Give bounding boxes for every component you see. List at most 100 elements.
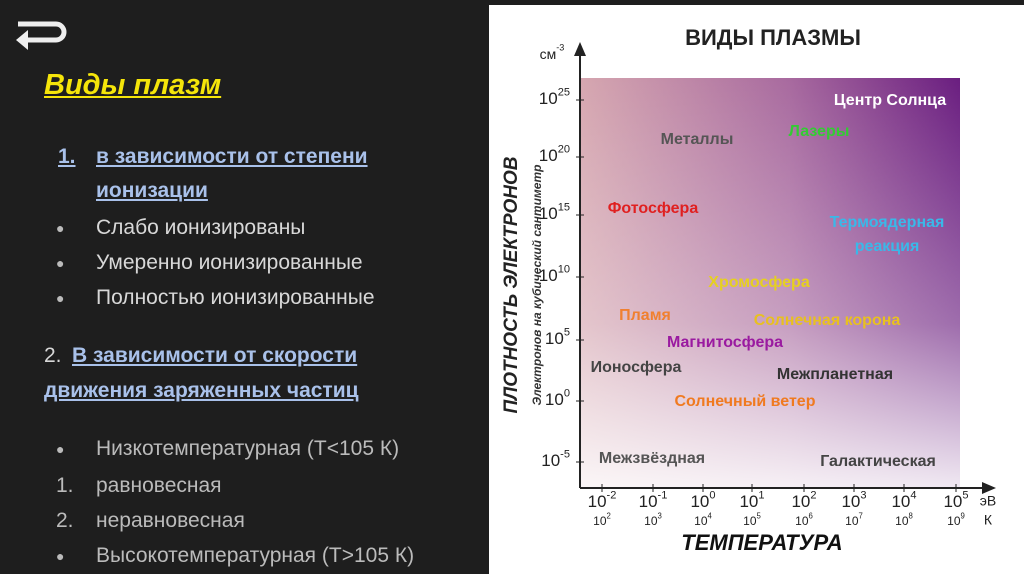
region-label: Центр Солнца (834, 92, 946, 109)
x-tick-label-k-exp: 6 (809, 512, 813, 521)
y-tick-label-exp: 15 (558, 201, 570, 213)
region-label: Межзвёздная (599, 450, 705, 467)
plasma-diagram: ВИДЫ ПЛАЗМЫ ТЕМПЕРАТУРА ПЛОТНОСТЬ ЭЛЕКТР… (489, 5, 1024, 574)
x-tick-label-k-exp: 9 (961, 512, 965, 521)
region-label: Магнитосфера (667, 334, 783, 351)
y-tick-label: 100 (545, 387, 570, 409)
x-tick-label-k-base: 10 (795, 514, 809, 528)
y-tick-label-exp: 0 (564, 387, 570, 399)
region-label: Лазеры (789, 123, 850, 140)
y-tick-label: 10-5 (541, 448, 570, 470)
x-tick-label-ev-exp: 0 (709, 489, 715, 501)
list-item: Низкотемпературная (T<105 К) (56, 436, 399, 462)
y-unit: см-3 (540, 43, 565, 62)
x-tick-label-ev-exp: 4 (910, 489, 916, 501)
x-tick-label-ev-base: 10 (791, 492, 810, 511)
arrow-shape (18, 21, 67, 43)
x-tick-label-ev: 10-1 (639, 489, 668, 511)
region-label: Хромосфера (708, 274, 810, 291)
y-unit-exp: -3 (556, 43, 564, 53)
y-label: ПЛОТНОСТЬ ЭЛЕКТРОНОВ (501, 156, 522, 413)
y-tick-label: 1010 (539, 263, 570, 285)
x-tick-label-ev-exp: 5 (962, 489, 968, 501)
x-tick-label-k-exp: 8 (909, 512, 913, 521)
x-tick-label-ev: 105 (943, 489, 968, 511)
x-tick-label-k: 103 (644, 512, 662, 529)
x-tick-label-k-base: 10 (947, 514, 961, 528)
x-tick-label-k-exp: 5 (757, 512, 762, 521)
gradient-fade (580, 78, 960, 488)
region-label: Галактическая (820, 453, 936, 470)
x-tick-label-k-base: 10 (743, 514, 757, 528)
region-label: Металлы (661, 131, 734, 148)
x-tick-label-k: 106 (795, 512, 813, 529)
region-label: Солнечная корона (754, 312, 901, 329)
y-tick-label-base: 10 (539, 204, 558, 223)
x-tick-label-k: 107 (845, 512, 863, 529)
y-tick-label-exp: 25 (558, 86, 570, 98)
x-tick-label-k-base: 10 (644, 514, 658, 528)
y-tick-label-exp: -5 (560, 448, 570, 460)
section-title: В зависимости от скорости (72, 344, 358, 367)
x-tick-label-k-exp: 7 (859, 512, 863, 521)
back-icon[interactable] (8, 4, 78, 54)
x-tick-label-ev: 103 (841, 489, 866, 511)
list-item: Умеренно ионизированные (56, 250, 363, 276)
x-tick-label-ev-base: 10 (943, 492, 962, 511)
x-tick-label-ev: 10-2 (588, 489, 617, 511)
x-tick-label-k-base: 10 (694, 514, 708, 528)
diagram-title: ВИДЫ ПЛАЗМЫ (685, 25, 861, 50)
y-tick-label-base: 10 (539, 146, 558, 165)
x-unit: эВ (980, 493, 996, 509)
x-tick-label-ev-exp: -2 (607, 489, 617, 501)
y-sublabel: Электронов на кубический сантиметр (530, 165, 544, 406)
item-number: 1. (56, 474, 74, 497)
x-tick-label-ev: 102 (791, 489, 816, 511)
x-tick-label-ev-base: 10 (639, 492, 658, 511)
list-item: неравновесная (96, 509, 245, 532)
x-label: ТЕМПЕРАТУРА (681, 530, 842, 555)
y-tick-label-exp: 20 (558, 143, 570, 155)
region-label: Пламя (619, 307, 671, 324)
slide-title: Виды плазм (44, 69, 222, 101)
list-item: Слабо ионизированы (56, 215, 305, 241)
section-number: 1. (58, 145, 76, 168)
x-tick-label-ev-exp: 1 (758, 489, 764, 501)
x-tick-label-ev: 100 (690, 489, 715, 511)
y-tick-label-exp: 5 (564, 326, 570, 338)
list-item: равновесная (96, 474, 222, 497)
x-tick-label-k-exp: 4 (708, 512, 713, 521)
x-tick-label-ev-exp: 2 (810, 489, 816, 501)
list-item: Высокотемпературная (T>105 К) (56, 543, 414, 569)
x-tick-label-k-exp: 3 (658, 512, 662, 521)
x-tick-label-k-base: 10 (895, 514, 909, 528)
y-arrow (574, 42, 586, 56)
y-tick-label-exp: 10 (558, 263, 570, 275)
x-tick-label-ev-exp: 3 (860, 489, 866, 501)
region-label: Солнечный ветер (675, 393, 816, 410)
item-number: 2. (56, 509, 74, 532)
section-title: ионизации (96, 179, 208, 202)
x-tick-label-k-base: 10 (593, 514, 607, 528)
y-tick-label-base: 10 (539, 89, 558, 108)
x-tick-label-k: 104 (694, 512, 712, 529)
x-tick-label-ev-base: 10 (891, 492, 910, 511)
region-label: Фотосфера (608, 200, 699, 217)
region-label: реакция (855, 238, 920, 255)
x-tick-label-k: 109 (947, 512, 965, 529)
y-tick-label: 1025 (539, 86, 570, 108)
y-tick-label-base: 10 (545, 390, 564, 409)
list-item: Полностью ионизированные (56, 285, 374, 311)
x-tick-label-k: 108 (895, 512, 913, 529)
x-tick-label-ev-exp: -1 (658, 489, 668, 501)
y-tick-label-base: 10 (539, 266, 558, 285)
x-tick-label-ev: 101 (739, 489, 764, 511)
x-tick-label-k-base: 10 (845, 514, 859, 528)
y-tick-label: 105 (545, 326, 570, 348)
arrow-head (16, 30, 28, 50)
section-number: 2. (44, 344, 62, 367)
y-tick-label: 1020 (539, 143, 570, 165)
y-tick-label-base: 10 (541, 451, 560, 470)
x-tick-label-ev-base: 10 (588, 492, 607, 511)
